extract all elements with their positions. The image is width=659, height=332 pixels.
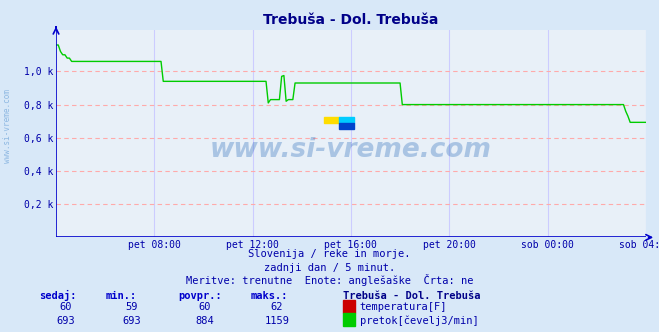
Text: pretok[čevelj3/min]: pretok[čevelj3/min] <box>360 315 478 326</box>
Title: Trebuša - Dol. Trebuša: Trebuša - Dol. Trebuša <box>263 13 439 27</box>
Text: 62: 62 <box>271 302 283 312</box>
Text: 884: 884 <box>195 316 214 326</box>
Text: sedaj:: sedaj: <box>40 290 77 301</box>
Text: Trebuša - Dol. Trebuša: Trebuša - Dol. Trebuša <box>343 291 480 301</box>
Text: min.:: min.: <box>105 291 136 301</box>
Text: povpr.:: povpr.: <box>178 291 221 301</box>
Text: Meritve: trenutne  Enote: anglešaške  Črta: ne: Meritve: trenutne Enote: anglešaške Črta… <box>186 274 473 286</box>
Text: 1159: 1159 <box>264 316 289 326</box>
Text: zadnji dan / 5 minut.: zadnji dan / 5 minut. <box>264 263 395 273</box>
Text: 693: 693 <box>57 316 75 326</box>
Text: 693: 693 <box>123 316 141 326</box>
Text: 60: 60 <box>198 302 210 312</box>
Text: 59: 59 <box>126 302 138 312</box>
Text: 60: 60 <box>60 302 72 312</box>
Text: temperatura[F]: temperatura[F] <box>360 302 447 312</box>
Text: Slovenija / reke in morje.: Slovenija / reke in morje. <box>248 249 411 259</box>
Text: www.si-vreme.com: www.si-vreme.com <box>210 137 492 163</box>
Text: www.si-vreme.com: www.si-vreme.com <box>3 89 13 163</box>
Text: maks.:: maks.: <box>250 291 288 301</box>
